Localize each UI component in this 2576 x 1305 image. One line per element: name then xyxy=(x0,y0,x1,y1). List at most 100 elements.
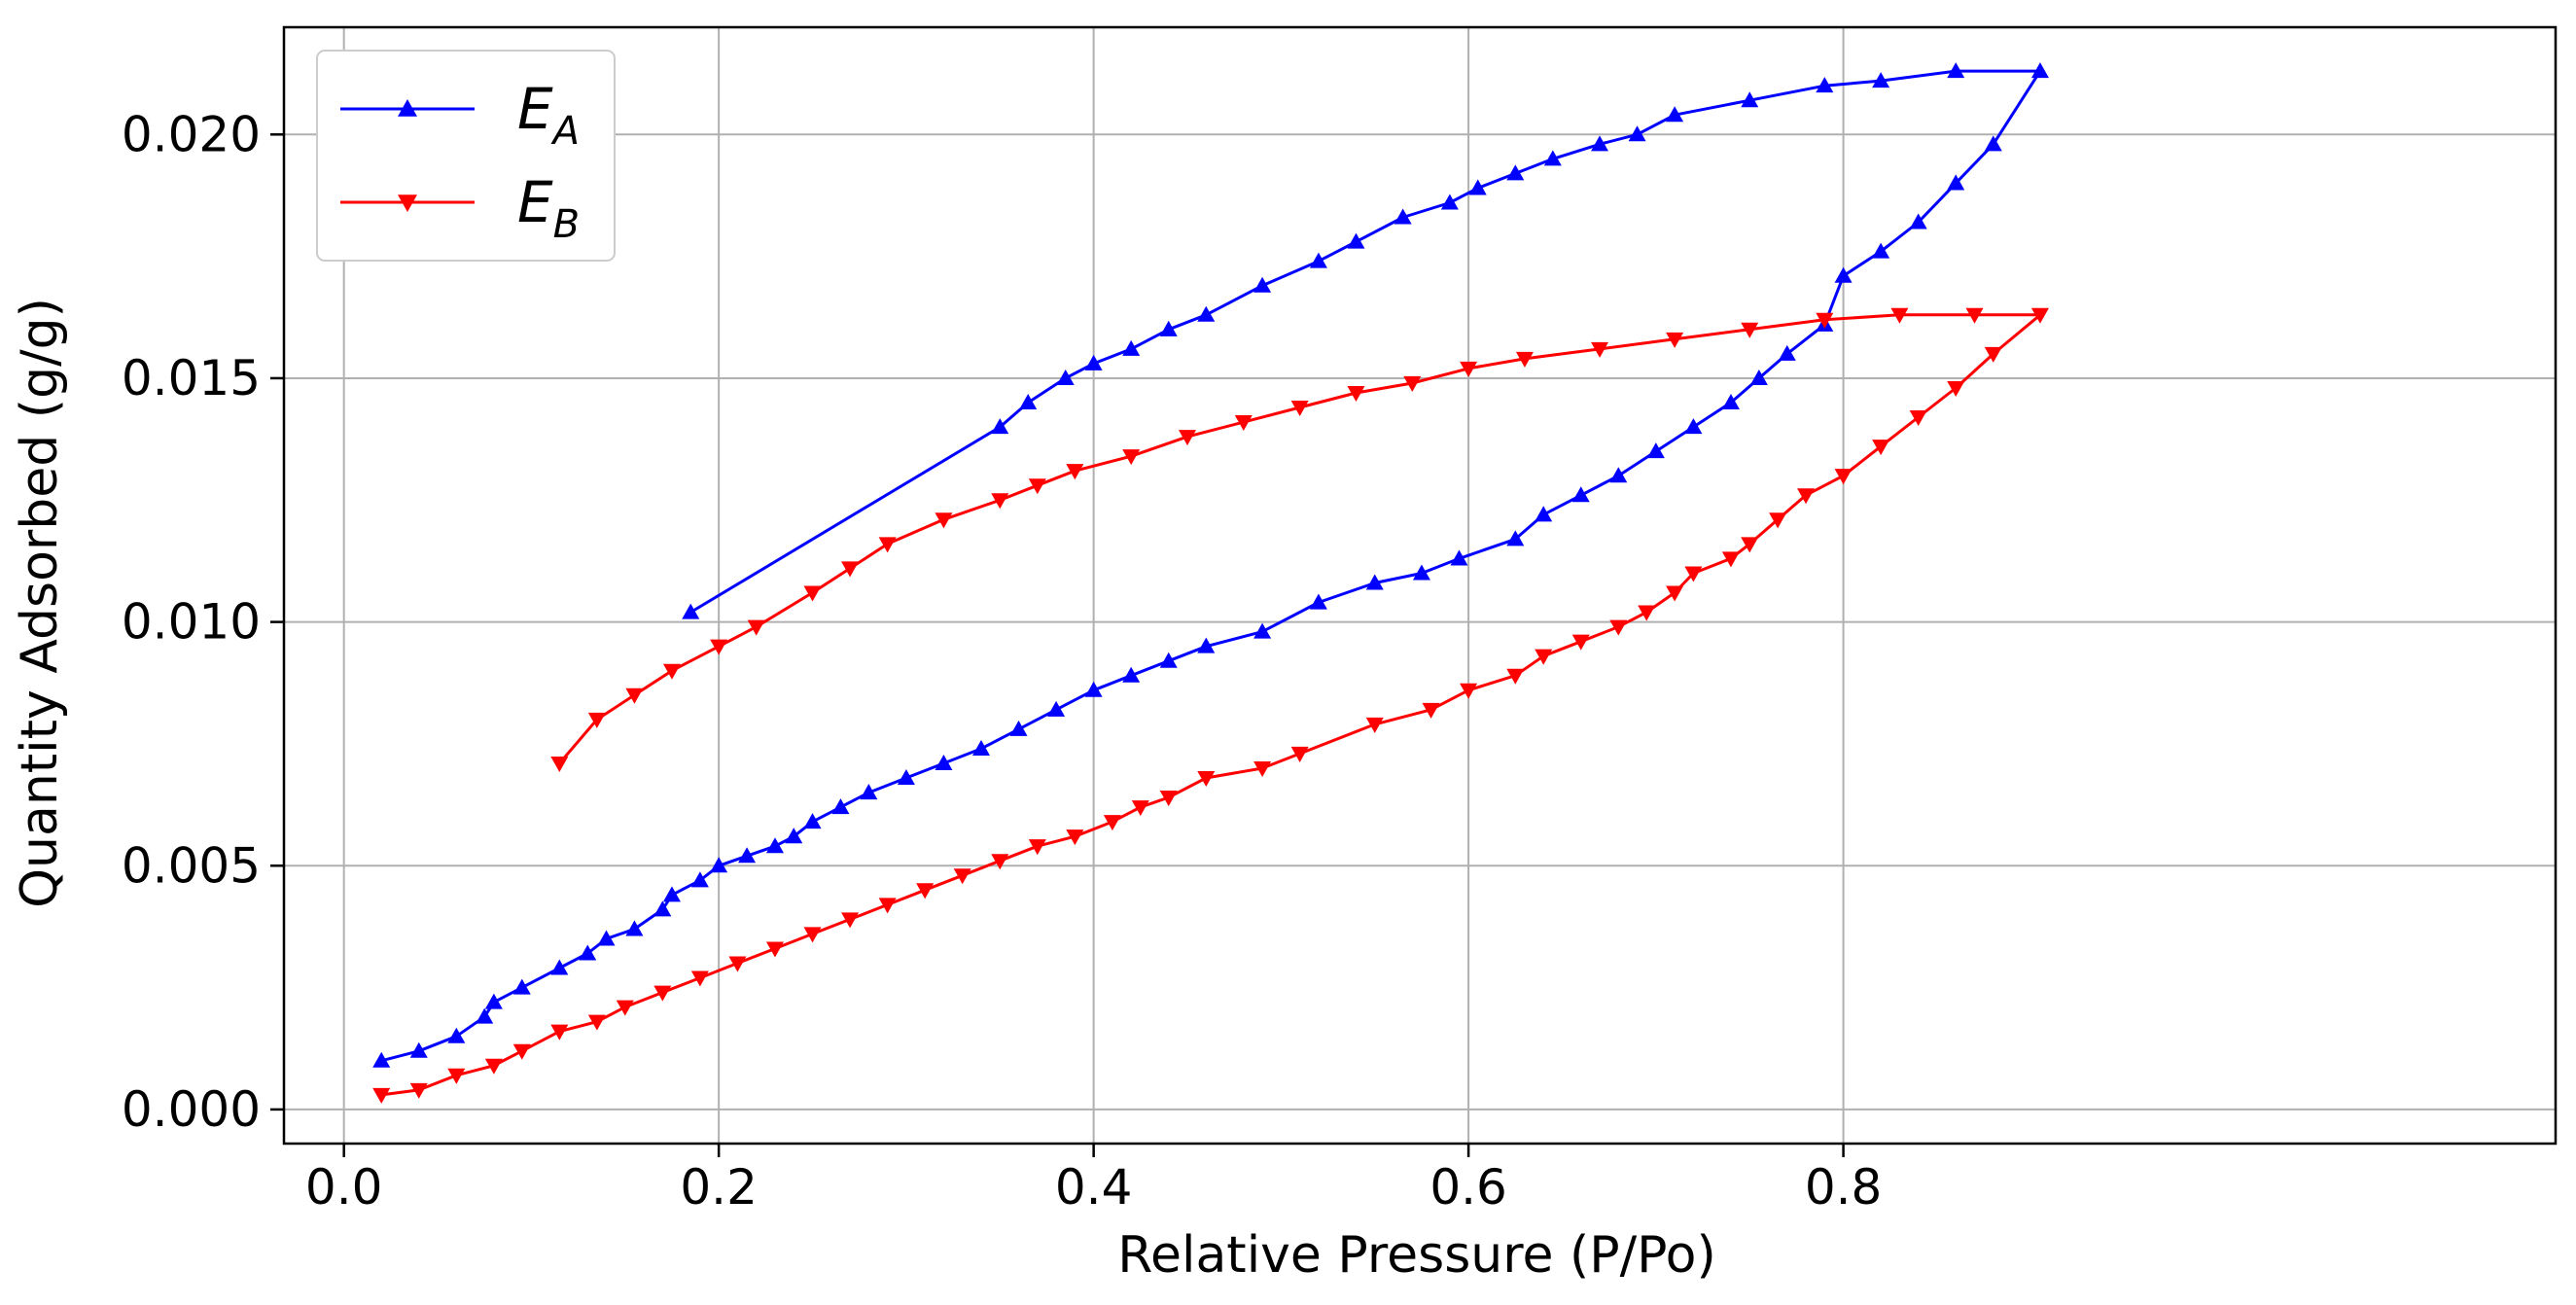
data-point xyxy=(587,1014,606,1031)
y-tick-label: 0.005 xyxy=(122,837,261,894)
data-point xyxy=(1028,839,1046,856)
data-point xyxy=(616,1000,634,1016)
data-point xyxy=(653,900,672,917)
data-point xyxy=(1535,649,1553,665)
data-point xyxy=(1347,232,1365,249)
data-point xyxy=(1197,637,1216,653)
plot-series xyxy=(372,62,2049,1104)
data-point xyxy=(1179,430,1197,446)
x-axis-label: Relative Pressure (P/Po) xyxy=(1117,1226,1716,1285)
data-point xyxy=(1834,469,1853,485)
data-point xyxy=(1506,668,1525,685)
data-point xyxy=(1666,106,1684,123)
data-point xyxy=(1197,305,1216,322)
data-point xyxy=(587,712,606,728)
data-point xyxy=(1159,320,1178,336)
data-point xyxy=(1816,312,1834,329)
data-point xyxy=(1571,634,1590,651)
data-point xyxy=(1984,346,2002,363)
y-tick-label: 0.015 xyxy=(122,350,261,406)
data-point xyxy=(1646,442,1665,459)
data-point xyxy=(476,1007,494,1024)
data-point xyxy=(1684,418,1703,435)
data-point xyxy=(512,1043,531,1060)
data-point xyxy=(1741,91,1759,108)
data-point xyxy=(1066,464,1084,480)
data-point xyxy=(831,798,850,815)
data-point xyxy=(1460,683,1478,699)
data-point xyxy=(1769,512,1787,529)
data-point xyxy=(1394,208,1412,225)
data-point xyxy=(1797,488,1816,505)
data-point xyxy=(765,837,784,854)
data-point xyxy=(1749,369,1768,385)
data-point xyxy=(1309,593,1327,610)
data-point xyxy=(1666,332,1684,348)
data-point xyxy=(953,868,971,885)
x-tick-label: 0.4 xyxy=(1055,1159,1133,1216)
data-point xyxy=(1122,339,1141,356)
data-point xyxy=(550,1024,569,1040)
data-point xyxy=(1309,252,1327,268)
data-point xyxy=(1468,179,1487,195)
data-point xyxy=(1947,62,1965,79)
data-point xyxy=(1028,478,1046,495)
data-point xyxy=(916,883,935,899)
data-point xyxy=(1506,530,1525,547)
data-point xyxy=(1019,394,1038,410)
data-point xyxy=(1253,760,1272,777)
data-point xyxy=(1422,702,1440,719)
legend-swatch-marker xyxy=(398,99,417,117)
data-point xyxy=(1515,351,1534,368)
data-point xyxy=(1103,815,1121,831)
data-point xyxy=(860,784,878,800)
data-point xyxy=(625,688,644,704)
data-point xyxy=(1122,449,1141,466)
data-point xyxy=(1684,566,1703,582)
x-tick-label: 0.8 xyxy=(1805,1159,1883,1216)
data-point xyxy=(1741,322,1759,338)
data-point xyxy=(1638,605,1656,621)
data-point xyxy=(372,1051,391,1068)
data-point xyxy=(409,1082,428,1099)
data-point xyxy=(1666,585,1684,602)
data-point xyxy=(1872,242,1890,259)
data-point xyxy=(1365,717,1384,733)
data-point xyxy=(1543,150,1562,166)
data-point xyxy=(512,978,531,995)
data-point xyxy=(372,1087,391,1104)
data-point xyxy=(738,847,757,864)
data-point xyxy=(1741,537,1759,553)
data-point xyxy=(662,886,681,902)
data-point xyxy=(1403,375,1422,392)
plot-frame xyxy=(282,25,2558,1146)
data-point xyxy=(1056,369,1075,385)
y-tick-label: 0.020 xyxy=(122,106,261,162)
data-point xyxy=(878,537,897,553)
data-point xyxy=(2030,62,2049,79)
data-point xyxy=(897,769,915,786)
data-point xyxy=(1253,276,1272,293)
data-point xyxy=(971,739,990,756)
data-point xyxy=(803,585,822,602)
data-point xyxy=(1122,666,1141,683)
data-point xyxy=(1872,72,1890,88)
data-point xyxy=(747,619,765,636)
data-point xyxy=(1947,174,1965,191)
data-point xyxy=(1365,574,1384,590)
data-point xyxy=(1609,467,1628,483)
data-point xyxy=(1834,266,1853,283)
data-point xyxy=(550,959,569,975)
data-point xyxy=(2030,307,2049,324)
data-point xyxy=(1571,486,1590,503)
data-point xyxy=(1253,622,1272,639)
data-point xyxy=(991,854,1009,870)
data-point xyxy=(841,912,860,929)
data-point xyxy=(803,813,822,829)
data-point xyxy=(1047,700,1066,717)
data-point xyxy=(728,956,747,972)
data-point xyxy=(1609,619,1628,636)
data-point xyxy=(1909,410,1927,427)
